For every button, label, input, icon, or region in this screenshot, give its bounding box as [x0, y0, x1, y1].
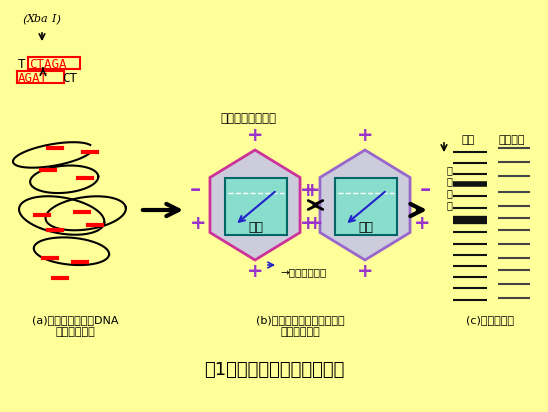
Text: (b)パルスフィールド・ゲル
　　電気泳動: (b)パルスフィールド・ゲル 電気泳動: [256, 315, 344, 337]
Text: AGAT: AGAT: [18, 72, 48, 85]
Text: I: I: [51, 14, 55, 24]
Text: ゲル: ゲル: [358, 220, 374, 234]
Text: マーカー: マーカー: [499, 135, 525, 145]
Polygon shape: [320, 150, 410, 260]
Text: CTAGA: CTAGA: [29, 58, 66, 71]
Text: (a)制限酵素によるDNA
　塩基の切断: (a)制限酵素によるDNA 塩基の切断: [32, 315, 118, 337]
Text: +: +: [247, 126, 263, 145]
Text: ): ): [57, 14, 61, 24]
Text: T: T: [18, 58, 26, 71]
Text: –: –: [419, 180, 431, 200]
Text: ゲル: ゲル: [248, 220, 264, 234]
Text: +: +: [414, 213, 430, 232]
Text: 泳
動
方
向: 泳 動 方 向: [447, 165, 453, 210]
Text: +: +: [190, 213, 206, 232]
Text: +: +: [357, 126, 373, 145]
Polygon shape: [210, 150, 300, 260]
Text: +: +: [357, 262, 373, 281]
Text: +: +: [300, 180, 316, 199]
Text: 電流の切り替わり: 電流の切り替わり: [220, 112, 276, 125]
Text: –: –: [190, 180, 201, 200]
Text: Xba: Xba: [27, 14, 49, 24]
FancyBboxPatch shape: [225, 178, 287, 235]
Text: +: +: [307, 213, 323, 232]
Text: CT: CT: [62, 72, 77, 85]
Text: 図1　ＰＦＧＥ解析の模式図: 図1 ＰＦＧＥ解析の模式図: [204, 361, 344, 379]
Text: +: +: [304, 180, 320, 199]
Text: (: (: [22, 14, 26, 24]
Text: (c)染色・撮影: (c)染色・撮影: [466, 315, 514, 325]
Text: +: +: [247, 262, 263, 281]
FancyBboxPatch shape: [335, 178, 397, 235]
Text: 検体: 検体: [461, 135, 475, 145]
Text: →：電流の方向: →：電流の方向: [280, 267, 326, 277]
Text: +: +: [300, 213, 316, 232]
